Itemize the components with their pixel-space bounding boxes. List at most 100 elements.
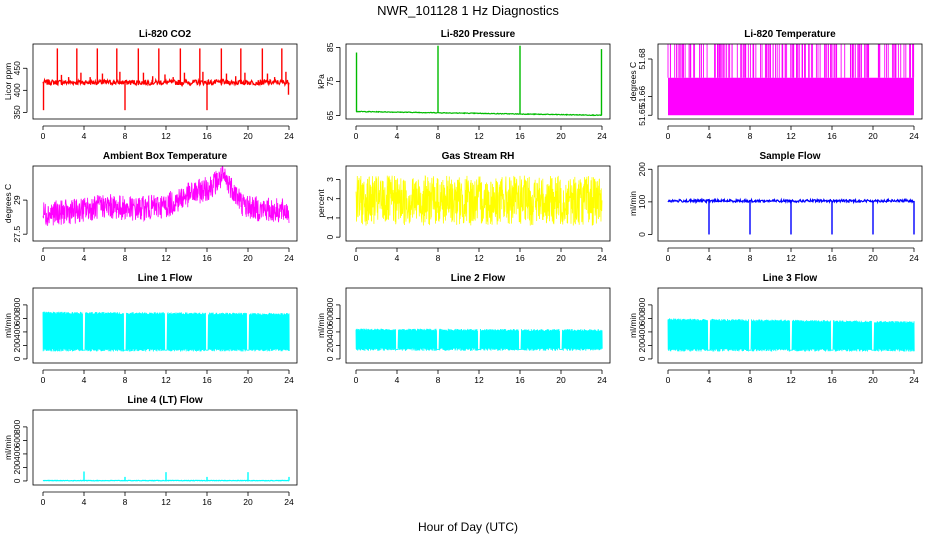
x-tick-label: 4: [707, 253, 712, 263]
y-tick-label: 27.5: [12, 226, 22, 243]
x-tick-label: 16: [202, 253, 212, 263]
x-tick-label: 4: [707, 131, 712, 141]
x-tick-label: 8: [123, 253, 128, 263]
x-tick-label: 24: [909, 375, 919, 385]
x-tick-label: 12: [161, 497, 171, 507]
y-tick-label: 400: [12, 83, 22, 97]
y-axis-label: ml/min: [3, 313, 13, 338]
series-rh: [355, 175, 603, 226]
x-tick-label: 0: [666, 253, 671, 263]
x-tick-label: 12: [786, 253, 796, 263]
y-tick-label: 3: [325, 177, 335, 182]
panel-title: Sample Flow: [759, 151, 820, 162]
y-tick-label: 65: [325, 111, 335, 121]
x-tick-label: 8: [436, 131, 441, 141]
x-tick-label: 24: [597, 131, 607, 141]
series-trace: [42, 77, 290, 88]
y-tick-label: 200: [12, 338, 22, 352]
x-tick-label: 16: [827, 375, 837, 385]
x-tick-label: 20: [243, 375, 253, 385]
x-tick-label: 24: [909, 253, 919, 263]
y-tick-label: 29: [12, 195, 22, 205]
plot-frame: [32, 165, 298, 242]
panel-boxtemp: Ambient Box Temperature degrees C 0 4 8 12 16 2…: [3, 151, 298, 263]
panel-title: Line 1 Flow: [138, 273, 193, 284]
y-tick-label: 2: [325, 196, 335, 201]
x-tick-label: 0: [666, 131, 671, 141]
y-tick-label: 85: [325, 42, 335, 52]
y-axis-label: ml/min: [316, 313, 326, 338]
series-line1: [42, 311, 290, 352]
temp-band: [668, 77, 914, 116]
panel-li820temp: Li-820 Temperature degrees C 0 4 8 12 16 20 24 51…: [628, 29, 923, 141]
panel-co2: Li-820 CO2 Licor ppm 0 4 8 12 16 20 24 350 400 450: [3, 29, 298, 141]
x-tick-label: 12: [474, 131, 484, 141]
y-axis-label: ml/min: [628, 313, 638, 338]
x-tick-label: 16: [827, 131, 837, 141]
x-tick-label: 0: [41, 375, 46, 385]
y-tick-label: 200: [637, 338, 647, 352]
x-tick-label: 24: [597, 253, 607, 263]
panel-title: Li-820 CO2: [139, 29, 192, 40]
series-line2: [355, 328, 603, 352]
panel-title: Gas Stream RH: [442, 151, 515, 162]
x-tick-label: 4: [82, 497, 87, 507]
x-tick-label: 12: [786, 131, 796, 141]
plot-frame: [345, 43, 611, 120]
x-tick-label: 0: [41, 253, 46, 263]
x-tick-label: 24: [284, 497, 294, 507]
x-tick-label: 0: [666, 375, 671, 385]
panel-line1: Line 1 Flow ml/min 0 4 8 12 16 20 24 0 20040060080…: [3, 273, 298, 385]
x-tick-label: 24: [284, 253, 294, 263]
x-tick-label: 4: [395, 253, 400, 263]
y-tick-label: 75: [325, 77, 335, 87]
x-tick-label: 4: [707, 375, 712, 385]
x-tick-label: 8: [123, 375, 128, 385]
y-tick-label: 1: [325, 215, 335, 220]
plot-frame: [32, 43, 298, 120]
x-tick-label: 24: [597, 375, 607, 385]
series-trace: [355, 175, 603, 226]
y-tick-label: 100: [637, 195, 647, 209]
y-tick-label: 0: [325, 235, 335, 240]
y-tick-label: 51.65: [637, 104, 647, 126]
y-tick-label: 0: [637, 232, 647, 237]
x-tick-label: 16: [202, 497, 212, 507]
x-tick-label: 0: [354, 253, 359, 263]
y-axis-label: Licor ppm: [3, 63, 13, 100]
plot-frame: [657, 287, 923, 364]
x-axis-label: Hour of Day (UTC): [418, 520, 518, 534]
x-tick-label: 12: [161, 131, 171, 141]
x-tick-label: 12: [474, 253, 484, 263]
panel-line4: Line 4 (LT) Flow ml/min 0 4 8 12 16 20 24 0 200400…: [3, 395, 298, 507]
y-tick-label: 0: [12, 356, 22, 361]
series-line3: [667, 318, 915, 352]
series-li820temp: [667, 44, 915, 116]
x-tick-label: 20: [243, 131, 253, 141]
flow-trace: [355, 328, 603, 352]
y-tick-label: 800: [637, 298, 647, 312]
y-axis-label: degrees C: [628, 62, 638, 101]
x-tick-label: 20: [556, 375, 566, 385]
y-axis-label: kPa: [316, 74, 326, 89]
panel-title: Li-820 Temperature: [744, 29, 836, 40]
y-tick-label: 0: [12, 478, 22, 483]
temp-trace: [42, 166, 290, 226]
x-tick-label: 4: [82, 131, 87, 141]
y-axis-label: ml/min: [3, 435, 13, 460]
flow-trace: [42, 311, 290, 352]
y-axis-label: ml/min: [628, 191, 638, 216]
x-tick-label: 8: [748, 375, 753, 385]
y-tick-label: 800: [325, 298, 335, 312]
y-tick-label: 600: [12, 433, 22, 447]
x-tick-label: 8: [748, 253, 753, 263]
x-tick-label: 20: [243, 253, 253, 263]
y-tick-label: 400: [12, 447, 22, 461]
x-tick-label: 16: [202, 131, 212, 141]
panel-sampleflow: Sample Flow ml/min 0 4 8 12 16 20 24 0 100 200: [628, 151, 923, 263]
figure-title: NWR_101128 1 Hz Diagnostics: [377, 3, 559, 18]
y-axis-label: percent: [316, 189, 326, 218]
series-pressure: [355, 45, 603, 117]
